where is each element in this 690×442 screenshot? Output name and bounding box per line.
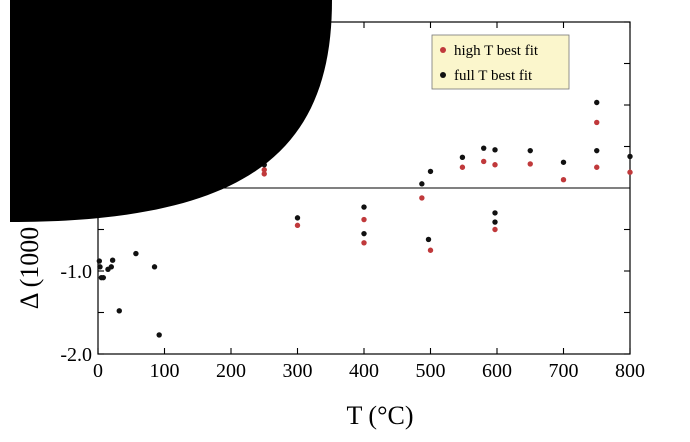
legend-label-full: full T best fit	[454, 68, 533, 84]
full-t-point-14	[361, 204, 367, 210]
full-t-point-15	[361, 230, 367, 237]
full-t-point-7	[116, 308, 122, 314]
full-t-point-17	[425, 236, 432, 243]
high-t-point-6	[419, 195, 425, 201]
full-t-point-8	[133, 250, 139, 257]
x-tick-label-600: 600	[482, 360, 512, 382]
full-t-point-5	[108, 264, 115, 270]
full-t-point-24	[527, 147, 533, 154]
high-t-point-5	[361, 240, 367, 246]
high-t-point-11	[492, 226, 498, 233]
full-t-point-25	[560, 159, 567, 165]
high-t-point-10	[492, 162, 498, 168]
x-tick-label-100: 100	[150, 360, 180, 382]
full-t-point-20	[481, 145, 487, 151]
high-t-point-3	[294, 222, 301, 229]
tick-labels: 0 100 200 300 400 500 600 700 800 -1.0 -2.0	[60, 261, 645, 382]
high-t-point-8	[459, 164, 466, 170]
full-t-point-9	[151, 264, 158, 270]
high-t-point-12	[527, 161, 533, 167]
series-full-t-best-fit	[96, 99, 633, 338]
full-t-point-1	[97, 264, 103, 270]
x-tick-label-400: 400	[349, 360, 379, 382]
high-t-point-9	[481, 158, 487, 165]
full-t-point-23	[492, 219, 498, 225]
high-t-point-0	[261, 167, 267, 173]
high-t-point-14	[594, 119, 600, 126]
x-tick-label-800: 800	[615, 360, 645, 382]
full-t-point-16	[419, 181, 425, 187]
high-t-point-4	[361, 216, 367, 223]
full-t-point-6	[109, 257, 116, 263]
y-axis-title: Δ (1000	[15, 227, 44, 309]
high-t-point-1	[261, 171, 267, 177]
full-t-point-13	[294, 215, 301, 221]
legend-box	[431, 34, 570, 90]
high-t-point-7	[427, 247, 434, 253]
full-t-point-0	[96, 258, 103, 264]
full-t-point-3	[100, 274, 107, 281]
high-t-point-15	[594, 164, 600, 170]
high-t-point-13	[560, 177, 567, 183]
high-t-point-16	[627, 169, 633, 175]
x-tick-label-500: 500	[416, 360, 446, 382]
x-axis-title: T (°C)	[347, 401, 414, 430]
x-tick-label-0: 0	[93, 360, 103, 382]
y-tick-label--1.0: -1.0	[60, 261, 92, 283]
y-tick-label--2.0: -2.0	[60, 344, 92, 366]
x-tick-label-200: 200	[216, 360, 246, 382]
full-t-point-19	[459, 154, 466, 160]
full-t-point-18	[427, 168, 434, 175]
full-t-point-22	[492, 210, 498, 216]
full-t-point-26	[594, 99, 600, 106]
full-t-point-21	[492, 147, 498, 153]
black-occluding-shape	[10, 0, 332, 222]
legend-marker-high	[440, 47, 446, 53]
x-tick-label-300: 300	[283, 360, 313, 382]
legend-marker-full	[440, 72, 446, 78]
x-tick-label-700: 700	[549, 360, 579, 382]
full-t-point-28	[627, 153, 633, 160]
legend: high T best fit full T best fit	[431, 34, 570, 90]
series-high-t-best-fit	[261, 119, 633, 253]
full-t-point-10	[156, 332, 162, 338]
full-t-point-27	[594, 147, 600, 154]
legend-label-high: high T best fit	[454, 43, 539, 59]
